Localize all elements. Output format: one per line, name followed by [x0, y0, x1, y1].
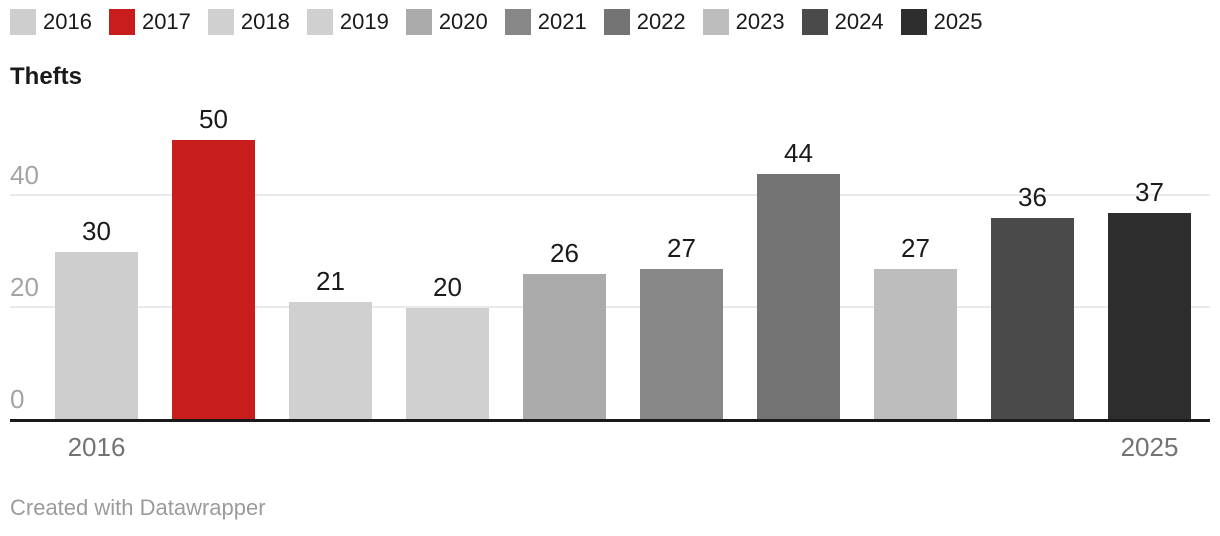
legend-item-2021: 2021 [504, 9, 587, 35]
legend-swatch-icon [306, 9, 333, 35]
gridline-20 [10, 306, 1210, 308]
bar-2021[interactable]: 27 [640, 235, 723, 420]
bar-value-label: 44 [784, 137, 813, 168]
legend: 2016 2017 2018 2019 2020 2021 2022 2023 2024 2025 [10, 9, 983, 35]
y-axis-tick-label-40: 40 [10, 160, 39, 190]
plot-area: 2016 2025 0 20 40 30 50 21 20 26 27 44 27 36 37 [10, 100, 1210, 460]
bar-value-label: 30 [82, 216, 111, 246]
bar-value-label: 21 [316, 266, 345, 297]
legend-swatch-icon [900, 9, 927, 35]
legend-item-2025: 2025 [900, 9, 983, 35]
x-axis-label-first: 2016 [67, 432, 126, 462]
legend-swatch-icon [702, 9, 729, 35]
legend-swatch-icon [504, 9, 531, 35]
bar-value-label: 27 [667, 232, 696, 263]
bar-value-label: 50 [199, 104, 228, 134]
legend-item-2018: 2018 [207, 9, 290, 35]
datawrapper-attribution-link[interactable]: Created with Datawrapper [10, 495, 266, 520]
legend-label: 2017 [141, 9, 191, 34]
legend-swatch-icon [801, 9, 828, 35]
bar-2017[interactable]: 50 [172, 106, 255, 420]
bar-2019[interactable]: 20 [406, 274, 489, 420]
bar-value-label: 37 [1135, 176, 1164, 207]
x-axis-baseline [10, 419, 1210, 422]
bar-2024[interactable]: 36 [991, 184, 1074, 420]
legend-item-2019: 2019 [306, 9, 389, 35]
bar-2020[interactable]: 26 [523, 240, 606, 420]
bar-value-label: 20 [433, 272, 462, 302]
bar-2023[interactable]: 27 [874, 235, 957, 420]
gridline-40 [10, 194, 1210, 196]
legend-item-2023: 2023 [702, 9, 785, 35]
legend-item-2024: 2024 [801, 9, 884, 35]
legend-swatch-icon [10, 9, 36, 35]
bar-value-label: 27 [901, 232, 930, 263]
legend-label: 2018 [240, 9, 290, 34]
y-axis-tick-label-20: 20 [10, 272, 39, 302]
legend-item-2016: 2016 [10, 9, 92, 35]
bar-2022[interactable]: 44 [757, 140, 840, 420]
legend-label: 2020 [438, 9, 488, 34]
legend-label: 2024 [834, 9, 884, 34]
legend-item-2017: 2017 [108, 9, 191, 35]
legend-label: 2022 [636, 9, 686, 34]
bar-value-label: 26 [550, 238, 579, 269]
bar-2025[interactable]: 37 [1108, 179, 1191, 420]
legend-label: 2025 [933, 9, 983, 34]
legend-item-2022: 2022 [603, 9, 686, 35]
legend-swatch-icon [108, 9, 135, 35]
legend-label: 2021 [537, 9, 587, 34]
legend-label: 2023 [735, 9, 785, 34]
legend-swatch-icon [207, 9, 234, 35]
chart-title: Thefts [10, 63, 82, 90]
bar-2016[interactable]: 30 [55, 218, 138, 420]
legend-item-2020: 2020 [405, 9, 488, 35]
y-axis-tick-label-0: 0 [10, 384, 25, 414]
bar-2018[interactable]: 21 [289, 268, 372, 420]
legend-label: 2019 [339, 9, 389, 34]
legend-swatch-icon [405, 9, 432, 35]
legend-swatch-icon [603, 9, 630, 35]
x-axis-label-last: 2025 [1120, 432, 1179, 462]
bar-value-label: 36 [1018, 182, 1047, 213]
legend-label: 2016 [43, 9, 92, 34]
